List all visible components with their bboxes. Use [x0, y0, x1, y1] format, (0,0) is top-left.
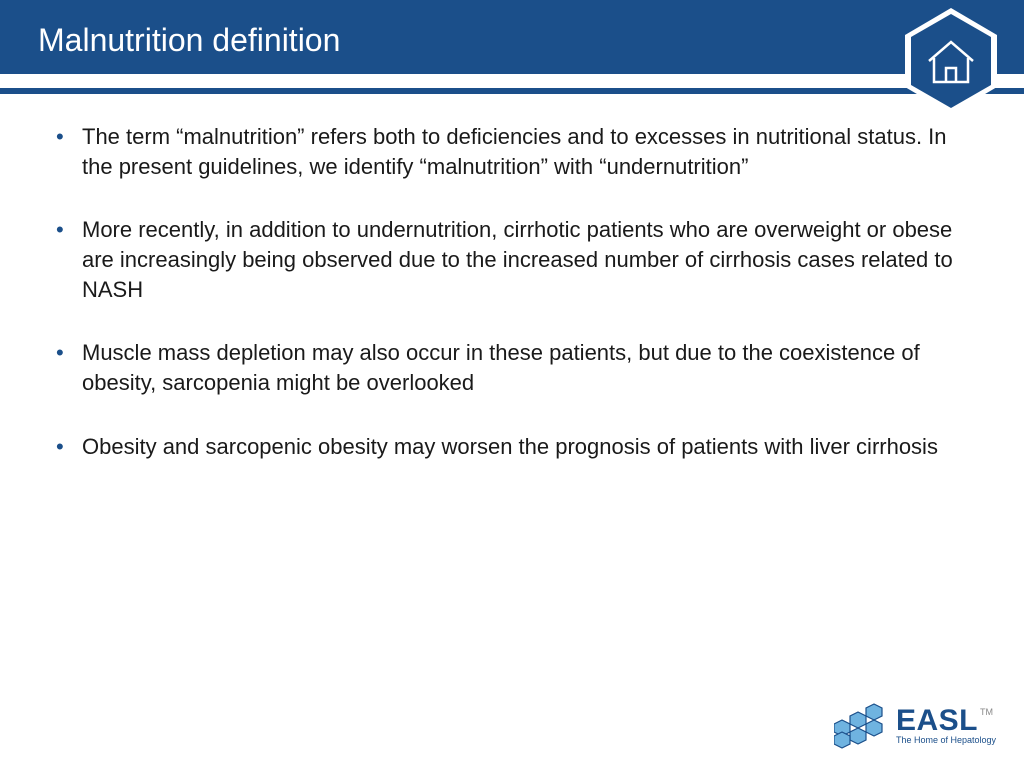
easl-logo: EASLTM The Home of Hepatology — [834, 702, 996, 750]
bullet-item: Obesity and sarcopenic obesity may worse… — [50, 432, 974, 462]
logo-trademark: TM — [980, 707, 993, 717]
home-icon — [896, 6, 1006, 116]
logo-text: EASL — [896, 704, 978, 737]
logo-hex-icon — [834, 702, 890, 750]
content-area: The term “malnutrition” refers both to d… — [0, 74, 1024, 462]
logo-tagline: The Home of Hepatology — [896, 735, 996, 745]
header-bar: Malnutrition definition — [0, 0, 1024, 74]
bullet-list: The term “malnutrition” refers both to d… — [50, 122, 974, 462]
bullet-item: Muscle mass depletion may also occur in … — [50, 338, 974, 397]
bullet-item: More recently, in addition to undernutri… — [50, 215, 974, 304]
bullet-item: The term “malnutrition” refers both to d… — [50, 122, 974, 181]
home-hexagon-badge[interactable] — [896, 6, 1006, 116]
slide-title: Malnutrition definition — [0, 0, 1024, 59]
header-underline — [0, 88, 1024, 94]
